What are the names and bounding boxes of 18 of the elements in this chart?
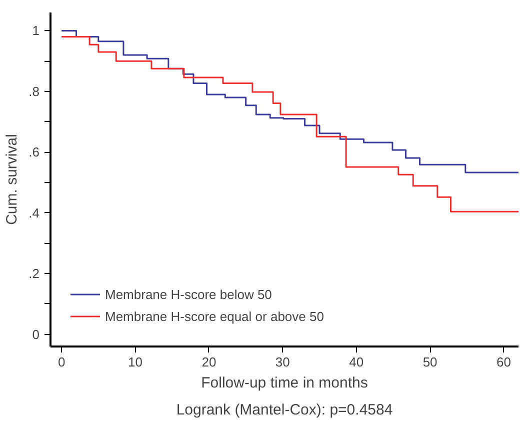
x-tick-label: 50 [422,354,438,370]
y-tick-label: .6 [28,144,40,160]
x-tick-label: 30 [275,354,290,370]
text: Logrank (Mantel-Cox): p=0.4584 [176,402,393,418]
x-tick-label: 60 [496,354,511,370]
y-tick-label: 1 [32,23,40,38]
x-tick-label: 10 [128,354,142,370]
legend-label: Membrane H-score below 50 [105,286,272,302]
x-tick-label: 0 [58,354,66,370]
x-tick-label: 40 [349,354,364,370]
y-tick-label: .2 [28,266,40,282]
y-tick-label: .4 [28,205,40,220]
x-tick-label: 20 [202,354,216,370]
legend-label: Membrane H-score equal or above 50 [105,308,324,324]
x-axis-title: Follow-up time in months [201,374,368,392]
y-tick-label: 0 [32,326,40,342]
y-tick-label: .8 [28,84,40,99]
y-axis-title: Cum. survival [4,134,21,225]
